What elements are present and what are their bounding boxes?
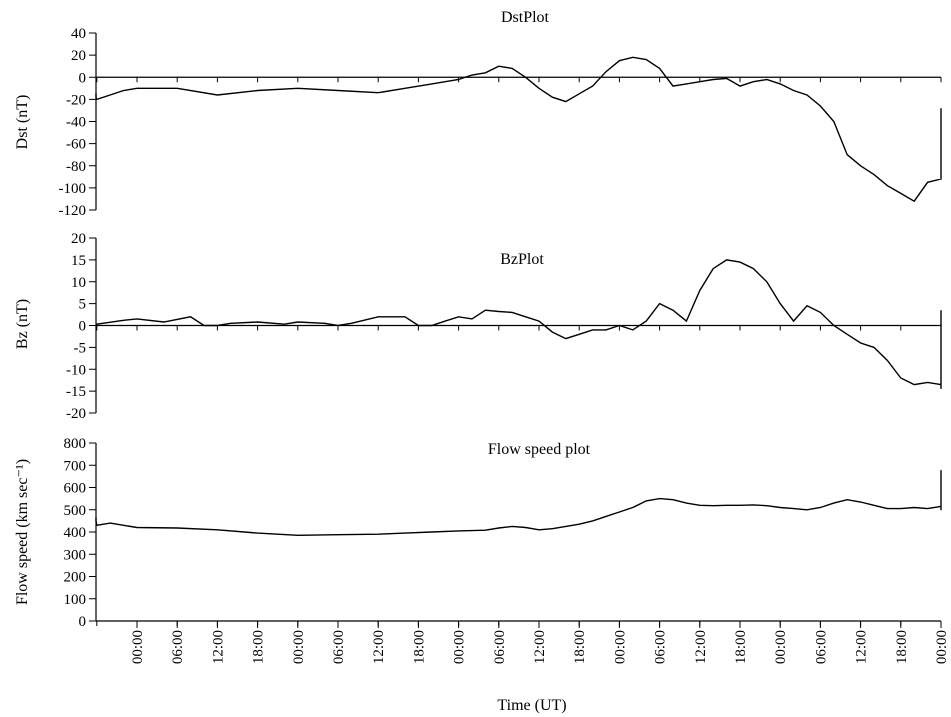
y-tick-label: 700 <box>64 458 87 474</box>
time-x-ticks: 00:00 06:00 12:00 18:00 00:00 06:00 12:00 18:00… <box>130 621 950 664</box>
bz-y-axis-label: Bz (nT) <box>14 299 31 349</box>
bz-y-ticks: 20 15 10 5 0 -5 -10 -15 -20 <box>66 231 96 422</box>
x-tick-label: 06:00 <box>813 630 829 664</box>
dst-panel-title: DstPlot <box>501 9 550 26</box>
y-tick-label: 800 <box>64 436 87 452</box>
x-tick-label: 18:00 <box>572 630 588 664</box>
x-tick-label: 06:00 <box>492 630 508 664</box>
x-tick-label: 00:00 <box>452 630 468 664</box>
y-tick-label: -100 <box>59 181 87 197</box>
y-tick-label: -60 <box>66 137 86 153</box>
dst-y-ticks: 40 20 0 -20 -40 -60 -80 -100 -120 <box>59 26 96 219</box>
x-tick-label: 06:00 <box>331 630 347 664</box>
y-tick-label: -5 <box>74 340 87 356</box>
bz-series-line <box>95 259 942 389</box>
x-tick-label: 00:00 <box>130 630 146 664</box>
x-tick-label: 12:00 <box>210 630 226 664</box>
y-tick-label: -15 <box>66 384 86 400</box>
bz-panel-title: BzPlot <box>500 251 544 268</box>
y-tick-label: 20 <box>71 48 86 64</box>
dst-series-line <box>95 56 942 203</box>
x-tick-label: 00:00 <box>291 630 307 664</box>
flow-speed-panel-title: Flow speed plot <box>488 441 591 458</box>
y-tick-label: 600 <box>64 481 87 497</box>
x-tick-label: 00:00 <box>612 630 628 664</box>
x-tick-label: 18:00 <box>411 630 427 664</box>
y-tick-label: -40 <box>66 115 86 131</box>
y-tick-label: 100 <box>64 592 87 608</box>
y-tick-label: -10 <box>66 362 86 378</box>
y-tick-label: 5 <box>79 297 87 313</box>
x-tick-label: 18:00 <box>733 630 749 664</box>
y-tick-label: 500 <box>64 503 87 519</box>
x-tick-label: 12:00 <box>693 630 709 664</box>
y-tick-label: 400 <box>64 525 87 541</box>
y-tick-label: 300 <box>64 547 87 563</box>
y-tick-label: 0 <box>79 614 87 630</box>
dst-axes <box>95 33 942 210</box>
y-tick-label: -20 <box>66 406 86 422</box>
x-tick-label: 00:00 <box>934 630 950 664</box>
x-tick-label: 18:00 <box>251 630 267 664</box>
flow-speed-panel: Flow speed plot Flow speed (km sec⁻¹) 80… <box>14 436 942 630</box>
y-tick-label: 20 <box>71 231 86 247</box>
x-tick-label: 06:00 <box>170 630 186 664</box>
y-tick-label: 40 <box>71 26 86 42</box>
flow-speed-series-line <box>95 470 942 537</box>
x-tick-label: 12:00 <box>532 630 548 664</box>
y-tick-label: 200 <box>64 570 87 586</box>
y-tick-label: -20 <box>66 92 86 108</box>
y-tick-label: 0 <box>79 70 87 86</box>
dst-y-axis-label: Dst (nT) <box>14 95 31 150</box>
bz-panel: BzPlot Bz (nT) 20 15 10 5 0 -5 -10 -15 -20 <box>14 231 942 422</box>
x-tick-label: 06:00 <box>653 630 669 664</box>
y-tick-label: 15 <box>71 253 86 269</box>
y-tick-label: -120 <box>59 203 87 219</box>
flow-speed-axes <box>95 443 942 626</box>
time-x-axis-label: Time (UT) <box>497 697 566 714</box>
x-tick-label: 12:00 <box>371 630 387 664</box>
x-tick-label: 18:00 <box>894 630 910 664</box>
y-tick-label: -80 <box>66 159 86 175</box>
flow-speed-y-axis-label: Flow speed (km sec⁻¹) <box>14 459 31 605</box>
y-tick-label: 0 <box>79 319 87 335</box>
dst-panel: DstPlot Dst (nT) 40 20 0 -20 -40 -60 -80 -100 -1… <box>14 9 942 219</box>
x-tick-label: 12:00 <box>854 630 870 664</box>
y-tick-label: 10 <box>71 275 86 291</box>
x-tick-label: 00:00 <box>773 630 789 664</box>
flow-speed-y-ticks: 800 700 600 500 400 300 200 100 0 <box>64 436 96 630</box>
